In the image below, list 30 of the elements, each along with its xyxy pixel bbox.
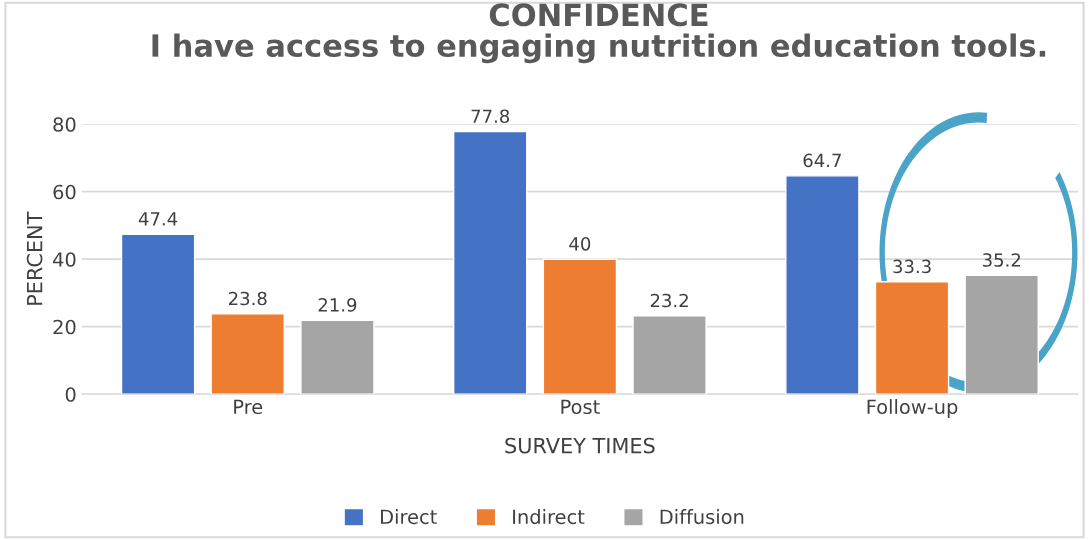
y-tick-label: 0 (65, 387, 76, 402)
data-label: 64.7 (803, 153, 841, 168)
data-label: 40 (569, 236, 591, 251)
chart-title: CONFIDENCE I have access to engaging nutrition education tools. (152, 3, 1046, 64)
y-tick-label: 40 (53, 252, 76, 267)
data-label: 47.4 (138, 212, 178, 226)
legend-label: Direct (381, 509, 437, 525)
y-axis-title: PERCENT (26, 211, 43, 305)
y-tick-label: 20 (53, 319, 76, 335)
data-label: 33.3 (893, 259, 931, 274)
data-label: 77.8 (471, 109, 510, 124)
bar (452, 130, 528, 395)
data-label: 35.2 (982, 253, 1021, 267)
x-tick-label: Pre (234, 399, 263, 415)
x-tick-label: Follow-up (867, 399, 958, 418)
bar (210, 313, 285, 395)
bar (964, 274, 1039, 395)
data-label: 23.2 (650, 293, 688, 308)
bar (300, 319, 375, 395)
y-tick-label: 80 (53, 117, 76, 132)
data-label: 21.9 (318, 298, 357, 312)
x-axis-title: SURVEY TIMES (505, 437, 655, 454)
data-label: 23.8 (228, 291, 267, 306)
bar (632, 315, 707, 395)
legend-label: Diffusion (660, 509, 744, 525)
x-tick-label: Post (561, 399, 600, 415)
y-tick-label: 60 (53, 184, 76, 200)
legend-label: Indirect (513, 509, 585, 525)
bar (120, 233, 196, 395)
bar (785, 175, 860, 395)
